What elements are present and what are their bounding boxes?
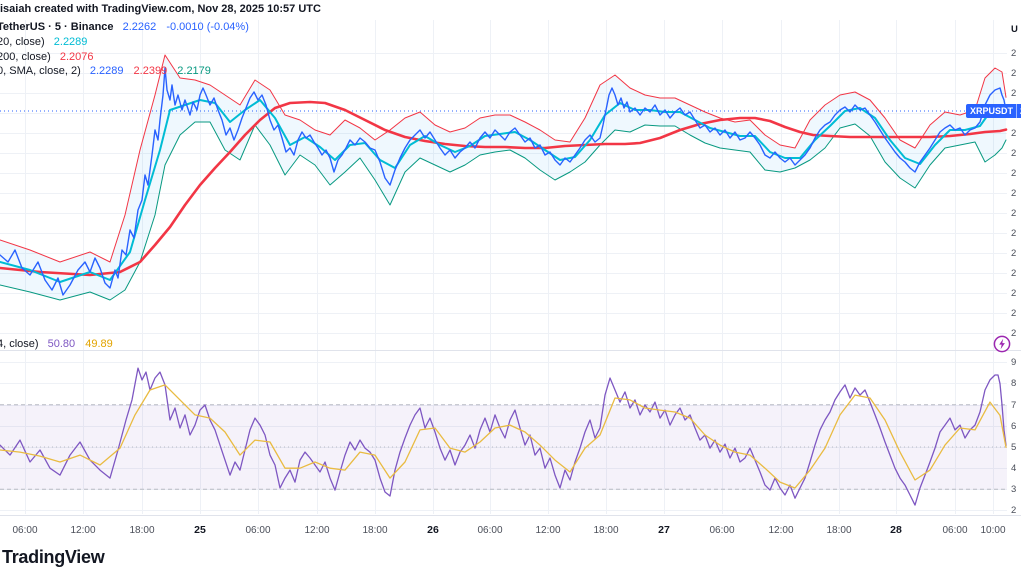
svg-text:8: 8 [1011, 378, 1016, 389]
legend-ma200-row[interactable]: 200, close) 2.2076 [0, 51, 101, 63]
symbol-price-label: XRPUSDT 2.2262 [966, 104, 1021, 118]
svg-text:2: 2 [1011, 128, 1016, 139]
ma200-line [0, 100, 1008, 277]
svg-text:2: 2 [1011, 48, 1016, 59]
svg-text:06:00: 06:00 [709, 525, 734, 536]
svg-text:2: 2 [1011, 148, 1016, 159]
rsi-label: 4, close) [0, 338, 39, 350]
price-line [0, 67, 1007, 296]
ma20-label: 20, close) [0, 36, 45, 48]
svg-text:12:00: 12:00 [768, 525, 793, 536]
svg-text:2: 2 [1011, 328, 1016, 339]
chart-canvas[interactable]: 06:00 12:00 18:00 25 06:00 12:00 18:00 26 06:00 1… [0, 0, 1021, 545]
price-axis-labels[interactable]: U22222222222222298765432 [1011, 24, 1018, 516]
svg-text:4: 4 [1011, 463, 1016, 474]
svg-text:2: 2 [1011, 505, 1016, 516]
rsi-ma-line [0, 384, 1007, 489]
svg-text:12:00: 12:00 [535, 525, 560, 536]
tradingview-logo[interactable]: TradingView [2, 547, 105, 567]
svg-text:2: 2 [1011, 228, 1016, 239]
rsi-band-fill [0, 404, 1007, 490]
svg-text:2: 2 [1011, 208, 1016, 219]
legend-bb-row[interactable]: 0, SMA, close, 2) 2.2289 2.2399 2.2179 [0, 65, 218, 77]
time-axis-labels[interactable]: 06:00 12:00 18:00 25 06:00 12:00 18:00 26 06:00 1… [12, 524, 1005, 536]
ma200-value: 2.2076 [59, 51, 94, 63]
ma20-value: 2.2289 [53, 36, 88, 48]
svg-text:12:00: 12:00 [70, 525, 95, 536]
svg-text:28: 28 [890, 524, 902, 536]
svg-text:06:00: 06:00 [477, 525, 502, 536]
bb-lower-value: 2.2179 [177, 65, 211, 77]
svg-text:7: 7 [1011, 400, 1016, 411]
last-price-value: 2.2262 [122, 21, 157, 33]
bb-upper-value: 2.2399 [133, 65, 168, 77]
price-change-value: -0.0010 (-0.04%) [166, 21, 249, 33]
svg-text:06:00: 06:00 [245, 525, 270, 536]
svg-text:2: 2 [1011, 88, 1016, 99]
svg-text:2: 2 [1011, 288, 1016, 299]
bb-basis-value: 2.2289 [89, 65, 124, 77]
legend-symbol-row[interactable]: TetherUS · 5 · Binance 2.2262 -0.0010 (-… [0, 21, 256, 33]
svg-text:26: 26 [427, 524, 439, 536]
svg-text:18:00: 18:00 [129, 525, 154, 536]
bb-upper-line [0, 54, 1007, 263]
svg-text:18:00: 18:00 [826, 525, 851, 536]
svg-text:06:00: 06:00 [12, 525, 37, 536]
ma200-label: 200, close) [0, 51, 51, 63]
symbol-label-divider [1016, 104, 1018, 118]
svg-text:3: 3 [1011, 484, 1016, 495]
svg-text:U: U [1011, 24, 1018, 35]
svg-text:2: 2 [1011, 168, 1016, 179]
svg-text:2: 2 [1011, 188, 1016, 199]
svg-text:06:00: 06:00 [942, 525, 967, 536]
bb-fill [0, 55, 1006, 300]
svg-text:2: 2 [1011, 268, 1016, 279]
svg-text:5: 5 [1011, 442, 1016, 453]
svg-text:18:00: 18:00 [362, 525, 387, 536]
bb-label: 0, SMA, close, 2) [0, 65, 81, 77]
legend-rsi-row[interactable]: 4, close) 50.80 49.89 [0, 338, 120, 350]
rsi-value: 50.80 [47, 338, 76, 350]
svg-text:27: 27 [658, 524, 670, 536]
boost-lightning-icon [993, 335, 1011, 353]
attribution-text: isaiah created with TradingView.com, Nov… [0, 3, 321, 15]
legend-ma20-row[interactable]: 20, close) 2.2289 [0, 36, 94, 48]
rsi-line [0, 367, 1007, 506]
symbol-label-text: XRPUSDT [970, 106, 1014, 116]
rsi-ma-value: 49.89 [85, 338, 113, 350]
svg-text:18:00: 18:00 [593, 525, 618, 536]
svg-text:10:00: 10:00 [980, 525, 1005, 536]
svg-text:9: 9 [1011, 357, 1016, 368]
svg-text:2: 2 [1011, 308, 1016, 319]
symbol-label-price: 2.2262 [1017, 106, 1021, 116]
svg-text:2: 2 [1011, 248, 1016, 259]
symbol-title: TetherUS · 5 · Binance [0, 21, 114, 33]
svg-text:12:00: 12:00 [304, 525, 329, 536]
svg-text:25: 25 [194, 524, 206, 536]
svg-text:6: 6 [1011, 421, 1016, 432]
svg-text:2: 2 [1011, 68, 1016, 79]
